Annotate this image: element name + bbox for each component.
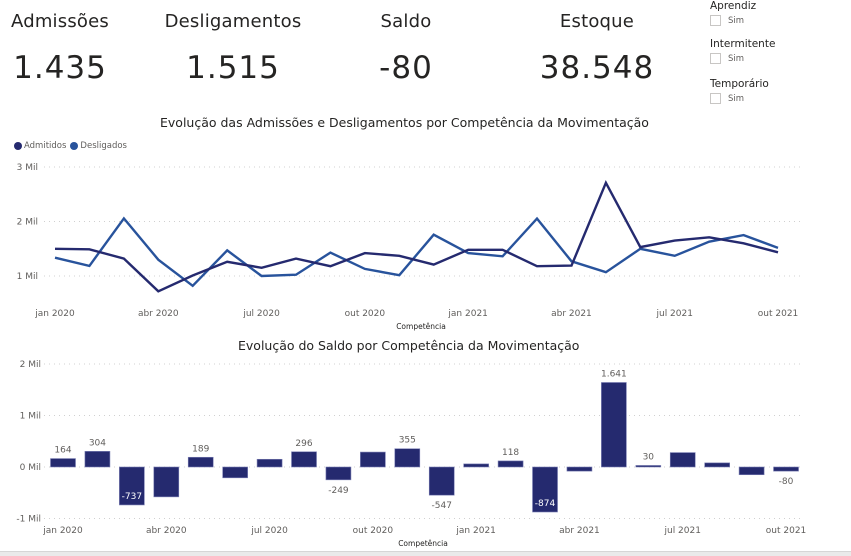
bar xyxy=(601,382,626,467)
data-label: -249 xyxy=(328,486,349,496)
slicer-title: Intermitente xyxy=(710,38,830,50)
bar xyxy=(567,467,592,471)
legend-label: Desligados xyxy=(80,141,127,151)
slicer-title: Temporário xyxy=(710,78,830,90)
legend-dot-icon xyxy=(70,142,78,150)
x-tick-label: out 2020 xyxy=(345,309,386,319)
bar xyxy=(498,461,523,467)
slicer-title: Aprendiz xyxy=(710,0,830,12)
kpi-label: Desligamentos xyxy=(163,11,303,32)
x-tick-label: abr 2021 xyxy=(559,526,600,536)
slicer-aprendiz: Aprendiz Sim xyxy=(710,0,830,26)
x-tick-label: abr 2021 xyxy=(551,309,592,319)
x-tick-label: jul 2020 xyxy=(250,526,288,536)
bar xyxy=(154,467,179,497)
data-label: 296 xyxy=(295,439,312,449)
bar-chart: -1 Mil 0 Mil 1 Mil 2 Mil 164 304 -737 189 296 -24… xyxy=(0,350,851,550)
bar xyxy=(326,467,351,480)
bar xyxy=(51,459,76,467)
bar xyxy=(360,452,385,467)
kpi-value: 1.515 xyxy=(163,50,303,86)
x-tick-label: out 2020 xyxy=(353,526,394,536)
checkbox-label: Sim xyxy=(728,16,744,26)
x-axis-title: Competência xyxy=(396,322,446,331)
data-label: -874 xyxy=(535,499,556,509)
kpi-saldo: Saldo -80 xyxy=(356,0,456,86)
checkbox[interactable] xyxy=(710,53,721,64)
bar xyxy=(670,453,695,467)
checkbox-label: Sim xyxy=(728,54,744,64)
legend-item-desligados[interactable]: Desligados xyxy=(70,141,127,151)
data-label: -80 xyxy=(779,477,794,487)
kpi-label: Saldo xyxy=(356,11,456,32)
x-tick-label: out 2021 xyxy=(758,309,799,319)
kpi-estoque: Estoque 38.548 xyxy=(537,0,657,86)
data-label: 304 xyxy=(89,438,106,448)
data-label: -737 xyxy=(122,492,142,502)
series-line-admitidos xyxy=(55,183,778,291)
x-tick-label: jan 2021 xyxy=(447,309,488,319)
kpi-desligamentos: Desligamentos 1.515 xyxy=(163,0,303,86)
x-tick-label: jan 2020 xyxy=(42,526,83,536)
bar xyxy=(223,467,248,478)
x-tick-label: jan 2020 xyxy=(34,309,75,319)
x-tick-label: abr 2020 xyxy=(146,526,187,536)
bar xyxy=(429,467,454,495)
line-chart-title: Evolução das Admissões e Desligamentos p… xyxy=(160,115,649,130)
slicer-intermitente: Intermitente Sim xyxy=(710,38,830,64)
legend-dot-icon xyxy=(14,142,22,150)
x-tick-label: jul 2021 xyxy=(663,526,700,536)
y-tick-label: 2 Mil xyxy=(17,218,38,228)
bar xyxy=(188,457,213,467)
page-footer-strip xyxy=(0,551,851,556)
x-tick-label: jul 2020 xyxy=(242,309,280,319)
checkbox[interactable] xyxy=(710,93,721,104)
y-tick-label: 0 Mil xyxy=(20,463,41,473)
bar xyxy=(636,465,661,467)
y-tick-label: 2 Mil xyxy=(20,360,41,370)
y-tick-label: 1 Mil xyxy=(17,272,38,282)
kpi-value: 1.435 xyxy=(0,50,120,86)
bar xyxy=(85,451,110,467)
slicer-option-sim[interactable]: Sim xyxy=(710,53,830,64)
data-label: -547 xyxy=(432,501,452,511)
legend-label: Admitidos xyxy=(24,141,66,151)
y-tick-label: 1 Mil xyxy=(20,412,41,422)
data-label: 355 xyxy=(399,436,416,446)
slicer-option-sim[interactable]: Sim xyxy=(710,15,830,26)
slicer-temporario: Temporário Sim xyxy=(710,78,830,104)
x-tick-label: jul 2021 xyxy=(655,309,692,319)
x-tick-label: abr 2020 xyxy=(138,309,179,319)
x-axis-title: Competência xyxy=(398,539,448,548)
data-label: 189 xyxy=(192,444,209,454)
line-chart-legend: Admitidos Desligados xyxy=(14,141,131,151)
bar xyxy=(739,467,764,475)
bar xyxy=(705,463,730,467)
kpi-value: 38.548 xyxy=(537,50,657,86)
kpi-admissoes: Admissões 1.435 xyxy=(0,0,120,86)
kpi-label: Admissões xyxy=(0,11,120,32)
checkbox-label: Sim xyxy=(728,94,744,104)
y-tick-label: 3 Mil xyxy=(17,163,38,173)
kpi-value: -80 xyxy=(356,50,456,86)
kpi-label: Estoque xyxy=(537,11,657,32)
slicer-option-sim[interactable]: Sim xyxy=(710,93,830,104)
data-label: 30 xyxy=(643,452,655,462)
bar xyxy=(464,464,489,467)
data-label: 164 xyxy=(54,446,71,456)
data-label: 118 xyxy=(502,448,519,458)
x-tick-label: jan 2021 xyxy=(455,526,496,536)
checkbox[interactable] xyxy=(710,15,721,26)
x-tick-label: out 2021 xyxy=(766,526,807,536)
y-tick-label: -1 Mil xyxy=(16,515,41,525)
line-chart: 1 Mil 2 Mil 3 Mil jan 2020 abr 2020 jul 2020 o… xyxy=(0,155,851,335)
bar xyxy=(774,467,799,471)
bar xyxy=(257,459,282,467)
bar xyxy=(395,449,420,467)
data-label: 1.641 xyxy=(601,369,627,379)
legend-item-admitidos[interactable]: Admitidos xyxy=(14,141,66,151)
bar xyxy=(292,452,317,467)
